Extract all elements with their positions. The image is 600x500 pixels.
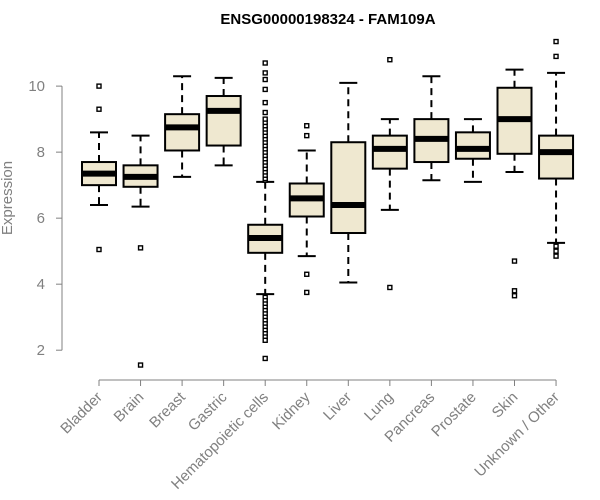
outlier-point xyxy=(262,70,268,76)
x-tick-label: Skin xyxy=(489,389,522,422)
outlier-point xyxy=(262,116,268,122)
outlier-point xyxy=(304,123,310,129)
y-tick-label: 8 xyxy=(37,144,45,161)
outlier-point xyxy=(553,243,559,249)
y-tick-label: 10 xyxy=(28,78,45,95)
outlier-point xyxy=(511,293,518,299)
outlier-point xyxy=(553,248,559,254)
y-axis-label: Expression xyxy=(0,161,16,235)
x-tick-label: Prostate xyxy=(428,389,480,441)
iqr-box xyxy=(330,141,367,235)
chart-title: ENSG00000198324 - FAM109A xyxy=(220,11,435,28)
outlier-point xyxy=(387,284,393,291)
outlier-point xyxy=(553,53,559,60)
boxes-group xyxy=(81,38,575,368)
outlier-point xyxy=(553,253,559,259)
iqr-box xyxy=(454,131,491,160)
outlier-point xyxy=(262,99,268,106)
iqr-box xyxy=(205,95,242,147)
box-hematopoietic-cells xyxy=(247,60,284,362)
x-tick-label: Bladder xyxy=(57,389,106,438)
x-tick-label: Breast xyxy=(146,388,189,431)
outlier-point xyxy=(262,60,268,66)
y-axis: 2 4 6 8 10 xyxy=(28,78,63,359)
outlier-point xyxy=(511,258,518,264)
outlier-point xyxy=(387,57,393,63)
box-breast xyxy=(164,75,201,178)
outlier-point xyxy=(262,76,268,83)
box-brain xyxy=(122,134,159,368)
outlier-point xyxy=(96,106,102,112)
box-skin xyxy=(496,68,533,299)
x-tick-label: Lung xyxy=(361,389,397,425)
box-liver xyxy=(330,81,367,284)
outlier-point xyxy=(262,86,268,93)
iqr-box xyxy=(164,113,201,152)
box-lung xyxy=(371,57,408,291)
outlier-point xyxy=(553,38,559,45)
box-pancreas xyxy=(413,75,450,182)
outlier-point xyxy=(137,245,144,251)
outlier-point xyxy=(511,288,518,294)
outlier-point xyxy=(262,109,268,116)
y-tick-label: 6 xyxy=(37,210,45,227)
outlier-point xyxy=(304,289,310,296)
box-bladder xyxy=(81,83,117,253)
outlier-point xyxy=(304,132,310,139)
box-prostate xyxy=(454,118,491,183)
box-gastric xyxy=(205,76,242,167)
x-tick-label: Kidney xyxy=(269,388,314,433)
y-tick-label: 2 xyxy=(37,342,45,359)
outlier-point xyxy=(262,355,268,362)
box-kidney xyxy=(288,123,325,296)
outlier-point xyxy=(137,362,144,368)
outlier-point xyxy=(262,337,268,343)
y-tick-label: 4 xyxy=(37,276,45,293)
outlier-point xyxy=(304,271,310,277)
iqr-box xyxy=(371,134,408,170)
x-tick-label: Liver xyxy=(320,389,355,424)
iqr-box xyxy=(538,134,575,180)
outlier-point xyxy=(96,83,102,89)
box-unknown-other xyxy=(538,38,575,259)
outlier-point xyxy=(96,246,102,253)
x-tick-label: Brain xyxy=(111,389,148,426)
